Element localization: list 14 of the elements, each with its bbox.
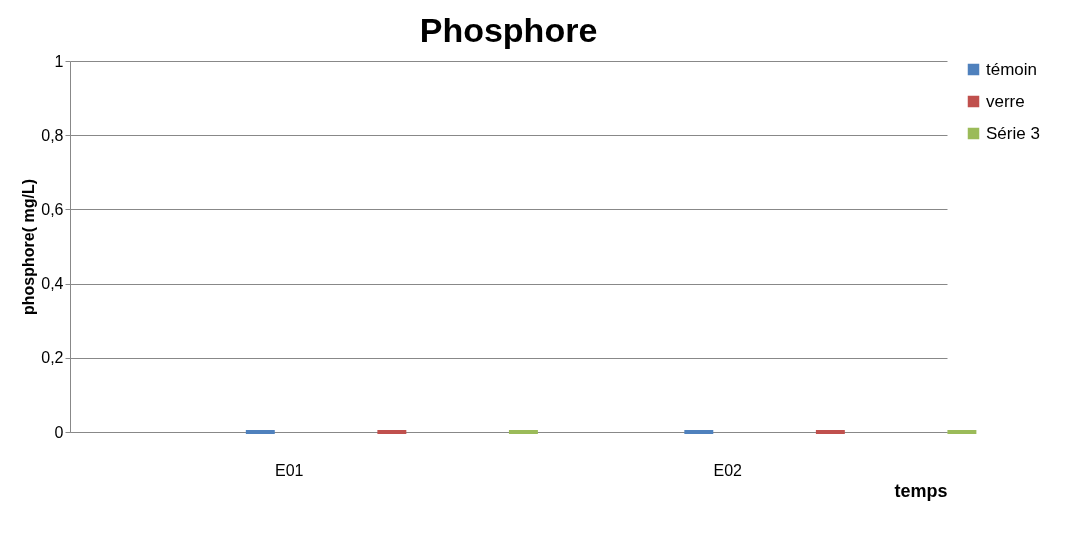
y-tick-label: 0,2 [41, 349, 64, 367]
y-tick-label: 1 [54, 52, 64, 70]
y-axis-title: phosphore( mg/L) [20, 179, 38, 315]
legend-label: Série 3 [986, 123, 1040, 143]
legend-label: témoin [986, 59, 1038, 79]
y-tick-label: 0,6 [41, 200, 64, 218]
y-tick-label: 0 [54, 423, 64, 441]
x-axis-title: temps [894, 480, 948, 501]
chart-title: Phosphore [419, 11, 598, 49]
y-tick-label: 0,4 [41, 275, 64, 293]
legend-label: verre [986, 91, 1025, 111]
x-tick-label: E02 [713, 461, 743, 479]
y-tick-label: 0,8 [41, 126, 64, 144]
x-tick-label: E01 [275, 461, 304, 479]
